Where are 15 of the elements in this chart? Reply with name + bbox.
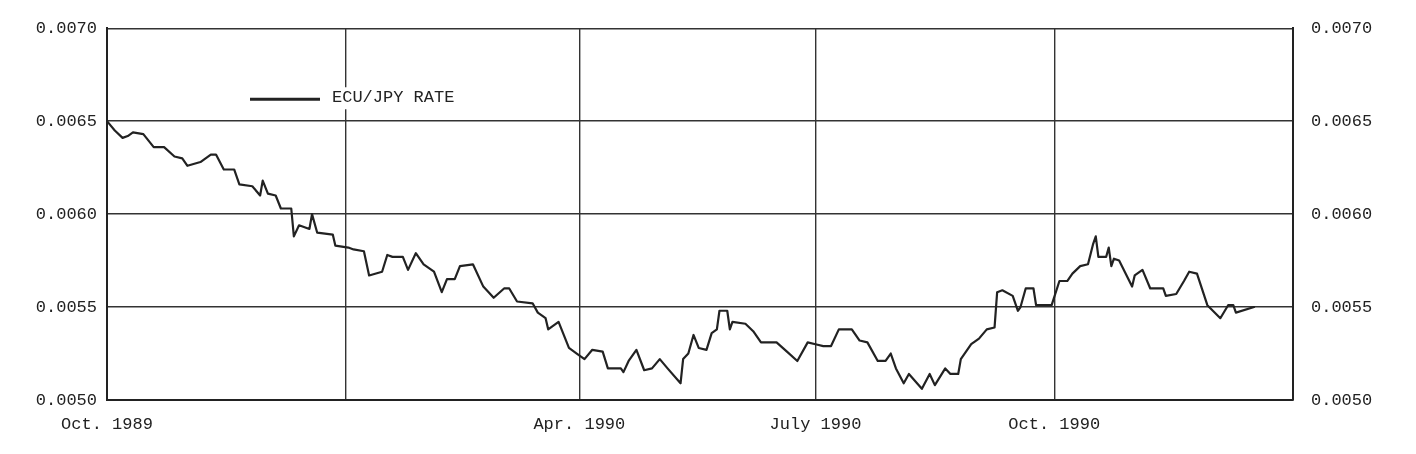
legend-label: ECU/JPY RATE: [332, 87, 455, 107]
y-tick-label: 0.0070: [35, 18, 97, 38]
x-tick-label: Oct. 1989: [61, 414, 153, 434]
y2-tick-label: 0.0055: [1311, 297, 1373, 317]
x-tick-label: July 1990: [769, 414, 862, 434]
y2-tick-label: 0.0065: [1311, 111, 1373, 131]
y-tick-label: 0.0060: [35, 204, 97, 224]
x-tick-label: Apr. 1990: [533, 414, 626, 434]
y2-tick-label: 0.0070: [1311, 18, 1373, 38]
y-tick-label: 0.0065: [35, 111, 97, 131]
y2-tick-label: 0.0050: [1311, 390, 1373, 410]
y-tick-label: 0.0050: [35, 390, 97, 410]
x-tick-label: Oct. 1990: [1008, 414, 1101, 434]
y2-tick-label: 0.0060: [1311, 204, 1373, 224]
y-tick-label: 0.0055: [35, 297, 97, 317]
